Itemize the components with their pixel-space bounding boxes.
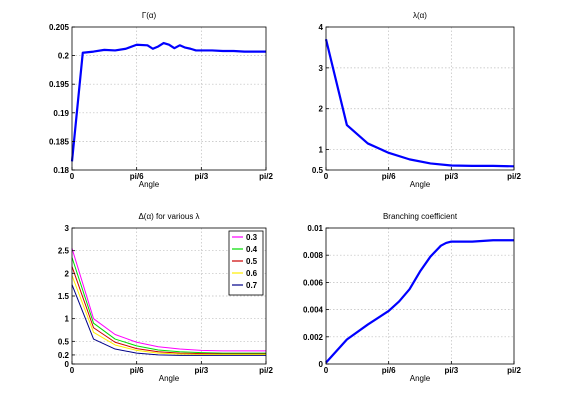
x-tick-label: pi/3: [444, 366, 458, 375]
legend: 0.3 0.4 0.5 0.6 0.7: [228, 230, 264, 296]
axes-box: [325, 26, 515, 171]
x-tick-label: 0: [70, 172, 75, 181]
panel-gamma-xlabel: Angle: [139, 180, 160, 189]
y-tick-label: 2: [65, 269, 70, 278]
y-tick-label: 0.5: [312, 166, 324, 175]
x-tick-label: pi/6: [130, 366, 144, 375]
panel-delta: Δ(α) for various λ Angle: [138, 212, 199, 383]
y-tick-label: 1.5: [58, 292, 70, 301]
legend-label: 0.5: [246, 257, 258, 266]
y-tick-label: 0.2: [58, 351, 70, 360]
series-line-0-6: [71, 275, 266, 355]
y-tick-label: 0: [319, 360, 324, 369]
y-tick-label: 2.5: [58, 247, 70, 256]
x-tick-label: pi/2: [507, 172, 521, 181]
y-tick-label: 1: [65, 315, 70, 324]
y-tick-label: 0.5: [58, 337, 70, 346]
y-tick-label: 1: [319, 146, 324, 155]
series-line-0: [325, 239, 514, 364]
y-tick-label: 0.205: [49, 23, 70, 32]
panel-branching-title: Branching coefficient: [383, 212, 458, 221]
panel-branching-plot: 0 pi/6 pi/3 pi/2 0 0.002 0.004 0.006 0.008 0.01: [303, 224, 521, 375]
panel-lambda-title: λ(α): [413, 11, 427, 20]
y-tick-label: 3: [319, 64, 324, 73]
panel-delta-xlabel: Angle: [159, 374, 180, 383]
legend-label: 0.3: [246, 233, 258, 242]
panel-branching: Branching coefficient Angle: [383, 212, 458, 383]
y-tick-label: 0.01: [307, 224, 323, 233]
y-tick-label: 0.185: [49, 137, 70, 146]
y-tick-label: 0.006: [303, 278, 324, 287]
x-tick-label: pi/2: [507, 366, 521, 375]
x-tick-label: pi/6: [382, 366, 396, 375]
y-tick-label: 4: [319, 23, 324, 32]
y-tick-label: 0: [65, 360, 70, 369]
y-tick-label: 0.008: [303, 251, 324, 260]
series-line-0-7: [71, 284, 266, 356]
series-line-0-4: [71, 257, 266, 354]
x-tick-label: pi/2: [259, 172, 273, 181]
legend-box: [228, 230, 264, 296]
x-tick-label: 0: [324, 172, 329, 181]
y-tick-label: 3: [65, 224, 70, 233]
panel-lambda-xlabel: Angle: [410, 180, 431, 189]
y-tick-label: 0.004: [303, 306, 324, 315]
panel-lambda: λ(α) Angle: [410, 11, 431, 189]
y-tick-label: 0.19: [53, 109, 69, 118]
y-tick-label: 0.18: [53, 166, 69, 175]
panel-delta-title: Δ(α) for various λ: [138, 212, 199, 221]
panel-branching-xlabel: Angle: [410, 374, 431, 383]
series-line-0: [324, 38, 515, 168]
legend-label: 0.7: [246, 281, 258, 290]
panel-gamma-plot: 0 pi/6 pi/3 pi/2 0.18 0.185 0.19 0.195 0.2 0.205: [49, 23, 273, 181]
x-tick-label: 0: [70, 366, 75, 375]
legend-label: 0.6: [246, 269, 258, 278]
series-line-0-3: [71, 248, 266, 352]
panel-gamma: Γ(α) Angle: [139, 11, 160, 189]
x-tick-label: pi/6: [382, 172, 396, 181]
panel-delta-plot: 0 pi/6 pi/3 pi/200.20.511.522.530.30.40.50.…: [58, 224, 274, 375]
legend-label: 0.4: [246, 245, 258, 254]
x-tick-label: pi/3: [444, 172, 458, 181]
x-tick-label: pi/3: [194, 366, 208, 375]
y-tick-label: 0.002: [303, 333, 324, 342]
x-tick-label: pi/6: [130, 172, 144, 181]
axes-box: [325, 227, 515, 365]
axes-box: [71, 26, 267, 171]
y-tick-label: 2: [319, 105, 324, 114]
x-tick-label: pi/3: [194, 172, 208, 181]
y-tick-label: 0.2: [58, 52, 70, 61]
panel-lambda-plot: 0 pi/6 pi/3 pi/2 0.5 1 2 3 4: [312, 23, 522, 181]
x-tick-label: 0: [324, 366, 329, 375]
x-tick-label: pi/2: [259, 366, 273, 375]
panel-gamma-title: Γ(α): [142, 11, 157, 20]
series-line-0: [70, 41, 266, 162]
y-tick-label: 0.195: [49, 80, 70, 89]
